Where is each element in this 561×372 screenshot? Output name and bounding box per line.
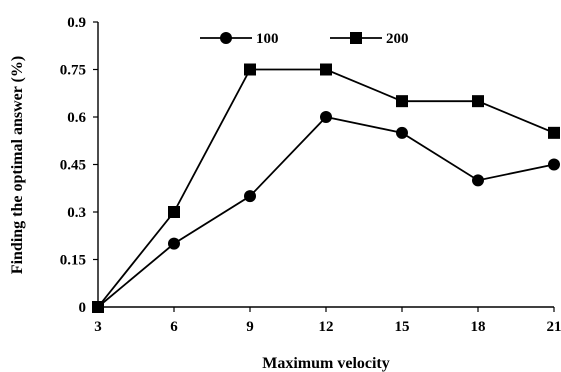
x-tick-label: 9: [246, 319, 254, 335]
series-100: [92, 111, 560, 313]
x-tick-label: 6: [170, 319, 178, 335]
y-tick-label: 0.9: [67, 15, 86, 31]
y-tick-label: 0.45: [60, 158, 86, 174]
data-point: [396, 126, 408, 139]
x-tick-label: 15: [395, 319, 410, 335]
x-tick-label: 3: [94, 319, 102, 335]
data-point: [396, 95, 408, 108]
series-line: [97, 116, 555, 308]
legend-marker-circle: [220, 32, 232, 44]
x-axis-title: Maximum velocity: [262, 355, 390, 372]
series-200: [92, 63, 560, 313]
legend-entry-200: 200: [330, 31, 409, 47]
series-line: [97, 68, 555, 308]
data-point: [320, 63, 332, 76]
data-point: [472, 95, 484, 108]
y-axis-ticks: 0 0.15 0.3 0.45 0.6 0.75 0.9: [60, 15, 98, 316]
data-point: [244, 190, 256, 203]
y-tick-label: 0.3: [67, 205, 86, 221]
data-point: [548, 158, 560, 171]
data-point: [548, 126, 560, 139]
y-tick-label: 0: [79, 300, 87, 316]
data-point: [320, 111, 332, 123]
y-tick-label: 0.6: [67, 110, 86, 126]
data-point: [168, 206, 180, 218]
y-tick-label: 0.15: [60, 253, 86, 269]
data-point: [472, 174, 484, 187]
series-layer: [92, 63, 560, 313]
legend-label: 100: [256, 31, 279, 47]
x-tick-label: 12: [319, 319, 334, 335]
data-point: [168, 237, 180, 250]
x-tick-label: 21: [547, 319, 561, 335]
legend-entry-100: 100: [200, 31, 279, 47]
legend: 100 200: [200, 31, 409, 47]
y-axis-title: Finding the optimal answer (%): [9, 56, 26, 274]
x-tick-label: 18: [471, 319, 486, 335]
legend-label: 200: [386, 31, 409, 47]
x-axis-ticks: 3 6 9 12 15 18 21: [94, 307, 561, 335]
legend-marker-square: [350, 32, 362, 44]
y-tick-label: 0.75: [60, 63, 86, 79]
data-point: [244, 63, 256, 76]
data-point: [92, 301, 104, 313]
